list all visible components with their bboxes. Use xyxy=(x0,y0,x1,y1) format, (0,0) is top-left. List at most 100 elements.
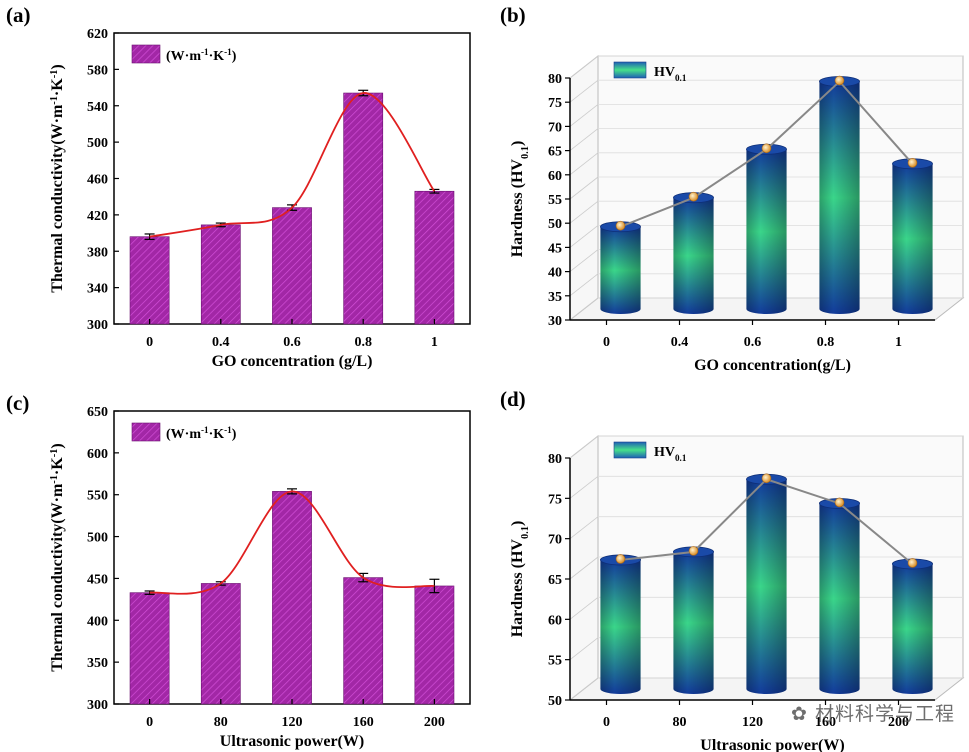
cylinder-shade xyxy=(819,503,860,695)
y-tick-label: 55 xyxy=(548,654,562,669)
y-tick-label: 80 xyxy=(548,72,562,87)
x-tick-label: 200 xyxy=(888,715,909,730)
grid-line xyxy=(569,249,599,272)
legend-label: (W·m-1·K-1) xyxy=(166,47,237,64)
panel-label-a: (a) xyxy=(6,3,31,27)
grid-line xyxy=(569,273,599,297)
y-tick-label: 340 xyxy=(87,282,108,297)
y-axis-label: Thermal conductivity(W·m-1·K-1) xyxy=(49,443,67,671)
bar xyxy=(414,585,455,705)
y-tick-label: 650 xyxy=(87,405,108,420)
y-tick-label: 420 xyxy=(87,209,108,224)
data-point xyxy=(615,220,626,231)
cylinder-shade xyxy=(819,81,860,315)
grid-line xyxy=(569,476,599,499)
grid-line xyxy=(569,435,599,459)
x-axis-label: GO concentration(g/L) xyxy=(694,357,851,374)
cylinder-shade xyxy=(892,563,933,695)
legend-swatch xyxy=(613,61,647,79)
legend-label: HV0.1 xyxy=(654,65,687,83)
x-tick-label: 120 xyxy=(742,715,763,730)
y-tick-label: 60 xyxy=(548,169,562,184)
cylinder-shade xyxy=(600,226,641,314)
y-tick-label: 40 xyxy=(548,266,562,281)
grid-line xyxy=(569,297,599,321)
x-tick-label: 0 xyxy=(603,335,610,350)
y-tick-label: 550 xyxy=(87,489,108,504)
x-tick-label: 80 xyxy=(214,715,228,730)
x-tick-label: 160 xyxy=(815,715,836,730)
x-tick-label: 0.6 xyxy=(283,335,301,350)
grid-line xyxy=(569,55,599,79)
cylinder-shade xyxy=(746,149,787,314)
bar xyxy=(414,190,455,325)
y-tick-label: 350 xyxy=(87,656,108,671)
y-tick-label: 400 xyxy=(87,614,108,629)
grid-line xyxy=(569,637,599,660)
grid-line xyxy=(569,200,599,224)
grid-line xyxy=(569,152,599,176)
data-point xyxy=(834,75,845,86)
data-point xyxy=(907,158,918,168)
grid-line xyxy=(569,556,599,580)
bar xyxy=(272,207,312,325)
bar xyxy=(343,577,384,705)
bar xyxy=(343,92,384,325)
y-tick-label: 540 xyxy=(87,100,108,115)
y-tick-label: 50 xyxy=(548,217,562,232)
x-tick-label: 1 xyxy=(895,335,902,350)
y-axis-label: Hardness (HV0.1) xyxy=(509,141,531,258)
bar xyxy=(272,491,312,705)
x-tick-label: 0.4 xyxy=(671,335,689,350)
y-tick-label: 70 xyxy=(548,533,562,548)
legend-label: (W·m-1·K-1) xyxy=(166,425,237,442)
grid-line xyxy=(569,597,599,620)
data-point xyxy=(907,558,918,568)
grid-line xyxy=(569,677,599,701)
data-point xyxy=(615,554,626,564)
grid-line xyxy=(569,516,599,539)
x-tick-label: 0.6 xyxy=(744,335,762,350)
y-tick-label: 35 xyxy=(548,290,562,305)
y-tick-label: 45 xyxy=(548,241,562,256)
x-tick-label: 0 xyxy=(603,715,610,730)
y-tick-label: 620 xyxy=(87,27,108,42)
data-point xyxy=(688,546,699,556)
cylinder-shade xyxy=(673,551,714,695)
data-point xyxy=(688,191,699,202)
grid-line xyxy=(569,176,599,200)
x-axis-label: Ultrasonic power(W) xyxy=(220,733,364,750)
x-tick-label: 0 xyxy=(146,715,153,730)
x-tick-label: 80 xyxy=(673,715,687,730)
panel-b-hardness: 30 35 40 45 50 55 60 65 70 75 80 0 0.4 0.6 0.8 1 HV0.1 GO… xyxy=(509,54,965,374)
x-axis-label: GO concentration (g/L) xyxy=(212,353,373,370)
y-tick-label: 75 xyxy=(548,492,562,507)
cylinder-shade xyxy=(673,197,714,314)
y-axis-label: Hardness (HV0.1) xyxy=(509,521,531,638)
y-tick-label: 500 xyxy=(87,136,108,151)
bar xyxy=(129,592,170,705)
data-point xyxy=(761,473,772,484)
panel-label-b: (b) xyxy=(500,3,526,27)
grid-line xyxy=(569,128,599,151)
y-tick-label: 450 xyxy=(87,572,108,587)
panel-a-thermal-conductivity: 300 340 380 420 460 500 540 580 620 0 0.4 0.6 0.8 1 (W… xyxy=(49,27,471,370)
y-tick-label: 30 xyxy=(548,314,562,329)
grid-line xyxy=(569,225,599,248)
y-tick-label: 460 xyxy=(87,173,108,188)
data-point xyxy=(834,497,845,508)
y-tick-label: 65 xyxy=(548,145,562,160)
y-tick-label: 580 xyxy=(87,63,108,78)
y-tick-label: 600 xyxy=(87,447,108,462)
x-tick-label: 200 xyxy=(424,715,445,730)
y-axis-label: Thermal conductivity(W·m-1·K-1) xyxy=(49,64,67,292)
legend-swatch xyxy=(131,422,161,442)
bar xyxy=(200,583,241,705)
fit-curve xyxy=(149,92,436,238)
y-tick-label: 50 xyxy=(548,694,562,709)
x-tick-label: 0.8 xyxy=(817,335,835,350)
y-tick-label: 500 xyxy=(87,531,108,546)
bar xyxy=(129,236,170,325)
panel-c-thermal-conductivity: 300 350 400 450 500 550 600 650 0 80 120 160 200 (W·m… xyxy=(49,405,471,750)
fit-curve xyxy=(149,490,435,595)
